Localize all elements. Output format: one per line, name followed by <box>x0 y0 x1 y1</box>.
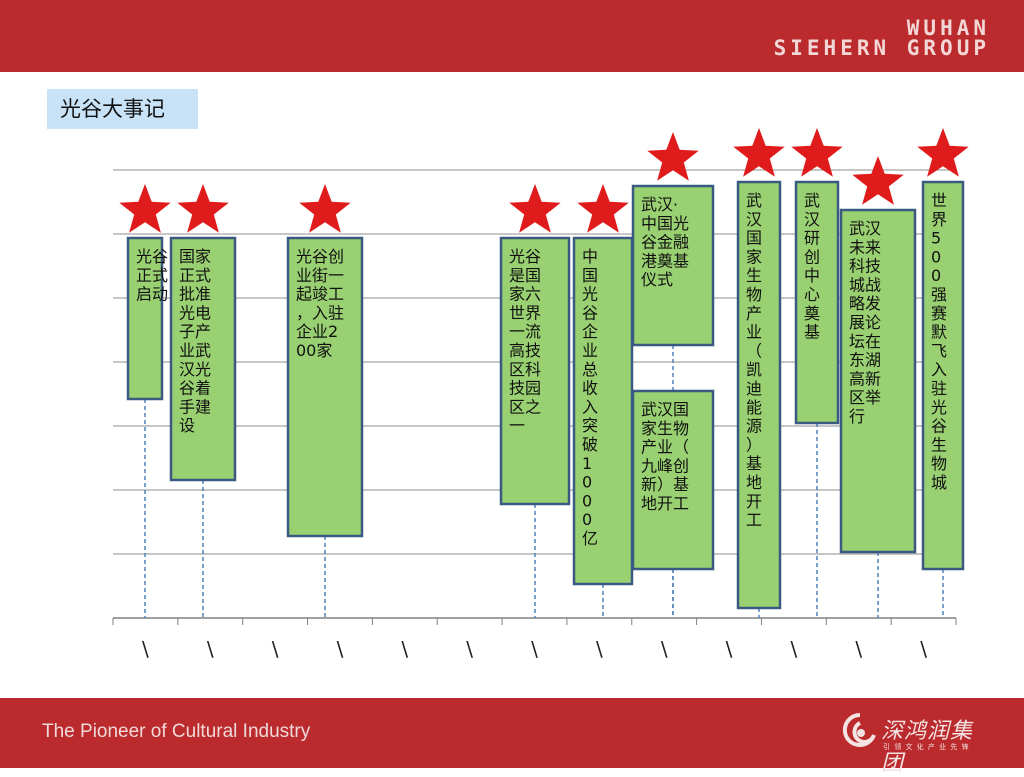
star-icon <box>509 184 561 233</box>
event-label: 武汉研创中心奠基 <box>804 191 820 342</box>
event-box <box>126 236 164 401</box>
company-logo: 深鸿润集团 引 领 文 化 产 业 先 锋 <box>841 711 991 776</box>
x-tick-label: \ <box>142 637 149 661</box>
brand-line-1: WUHAN <box>906 16 990 40</box>
page-title: 光谷大事记 <box>47 89 198 129</box>
star-icon <box>733 128 785 177</box>
footer-tagline: The Pioneer of Cultural Industry <box>42 721 311 742</box>
event-label: 武汉·中国光谷金融港奠基仪式 <box>641 195 689 289</box>
event-label: 世界 5 0 0 强赛默飞入驻光谷生物城 <box>931 191 947 492</box>
event-label: 中国光谷企业总收入突破 1 0 0 0 亿 <box>582 247 598 548</box>
x-tick-label: \ <box>207 637 214 661</box>
event-label: 光谷正式启动 <box>136 247 168 304</box>
star-icon <box>791 128 843 177</box>
event-label: 光谷是国家六世界一流高技区科技园区之一 <box>509 247 541 435</box>
event-box <box>736 180 782 610</box>
event-label: 武汉国家生物产业（九峰创新）基地开工 <box>641 400 689 513</box>
x-tick-label: \ <box>466 637 473 661</box>
event-box <box>286 236 364 538</box>
x-tick-label: \ <box>855 637 862 661</box>
event-label: 国家正式批准光电子产业武汉光谷着手建设 <box>179 247 211 435</box>
x-tick-label: \ <box>791 637 798 661</box>
x-tick-label: \ <box>272 637 279 661</box>
x-tick-label: \ <box>401 637 408 661</box>
star-icon <box>299 184 351 233</box>
x-tick-label: \ <box>531 637 538 661</box>
logo-subtext: 引 领 文 化 产 业 先 锋 <box>883 743 970 751</box>
event-box <box>839 208 917 554</box>
event-box <box>631 389 715 571</box>
x-tick-label: \ <box>920 637 927 661</box>
star-icon <box>177 184 229 233</box>
brand-line-2: SIEHERN GROUP <box>773 36 990 60</box>
event-box <box>169 236 237 482</box>
star-icon <box>647 132 699 181</box>
star-icon <box>917 128 969 177</box>
event-box <box>631 184 715 347</box>
event-box <box>921 180 965 571</box>
event-box <box>794 180 840 425</box>
event-box <box>499 236 571 506</box>
header-bar: WUHAN SIEHERN GROUP <box>0 0 1024 72</box>
footer-bar: The Pioneer of Cultural Industry 深鸿润集团 引… <box>0 698 1024 776</box>
star-icon <box>119 184 171 233</box>
star-icon <box>852 156 904 205</box>
x-tick-label: \ <box>661 637 668 661</box>
event-box <box>572 236 634 586</box>
event-label: 武汉国家生物产业（凯迪能源）基地开工 <box>746 191 762 530</box>
logo-text: 深鸿润集团 <box>881 719 974 776</box>
x-tick-label: \ <box>337 637 344 661</box>
event-label: 武汉未来科技城战略发展论坛在东湖高新区举行 <box>849 219 881 426</box>
brand-logo: WUHAN SIEHERN GROUP <box>773 16 990 60</box>
x-tick-label: \ <box>726 637 733 661</box>
star-icon <box>577 184 629 233</box>
event-label: 光谷创业街一起竣工，入驻企业2 00家 <box>296 247 344 360</box>
swirl-icon <box>842 712 876 747</box>
x-tick-label: \ <box>596 637 603 661</box>
